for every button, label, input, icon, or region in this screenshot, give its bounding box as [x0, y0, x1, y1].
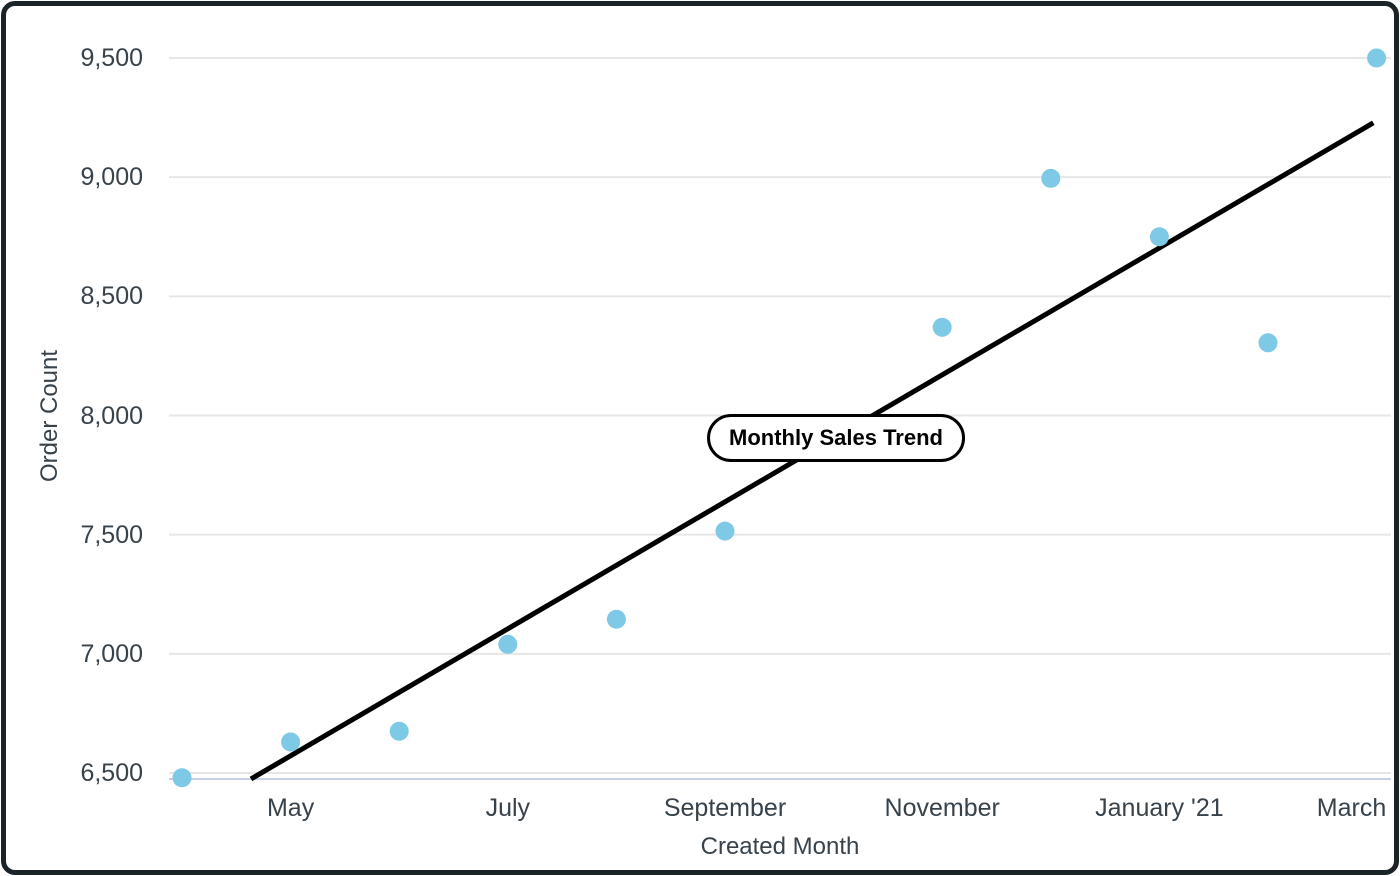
y-tick-label: 9,500: [80, 44, 143, 72]
y-tick-label: 7,000: [80, 639, 143, 668]
data-point-november[interactable]: [932, 317, 952, 337]
x-tick-label: January '21: [1095, 794, 1224, 822]
data-point-june[interactable]: [389, 721, 409, 741]
data-point-december[interactable]: [1041, 168, 1061, 188]
y-tick-label: 8,000: [80, 401, 143, 430]
chart-title-badge: Monthly Sales Trend: [707, 414, 965, 462]
chart-title: Monthly Sales Trend: [729, 425, 943, 450]
x-tick-label: November: [884, 794, 1000, 822]
scatter-plot-canvas: [169, 48, 1391, 788]
y-tick-label: 8,500: [80, 282, 143, 311]
data-point-february[interactable]: [1258, 333, 1278, 353]
x-axis-title: Created Month: [700, 833, 860, 860]
y-tick-label: 7,500: [80, 520, 143, 549]
x-tick-label: September: [663, 794, 787, 822]
x-tick-label: July: [485, 794, 531, 822]
y-axis-title: Order Count: [36, 349, 63, 483]
y-tick-label: 9,000: [80, 163, 143, 192]
data-point-march[interactable]: [1367, 48, 1387, 68]
x-tick-label: May: [266, 794, 315, 822]
data-point-september[interactable]: [715, 521, 735, 541]
data-point-may[interactable]: [281, 732, 301, 752]
data-point-january-21[interactable]: [1149, 227, 1169, 247]
data-point-april[interactable]: [172, 768, 192, 788]
y-tick-label: 6,500: [80, 759, 143, 787]
x-tick-label: March: [1316, 794, 1387, 822]
data-point-august[interactable]: [606, 609, 626, 629]
data-point-july[interactable]: [498, 634, 518, 654]
